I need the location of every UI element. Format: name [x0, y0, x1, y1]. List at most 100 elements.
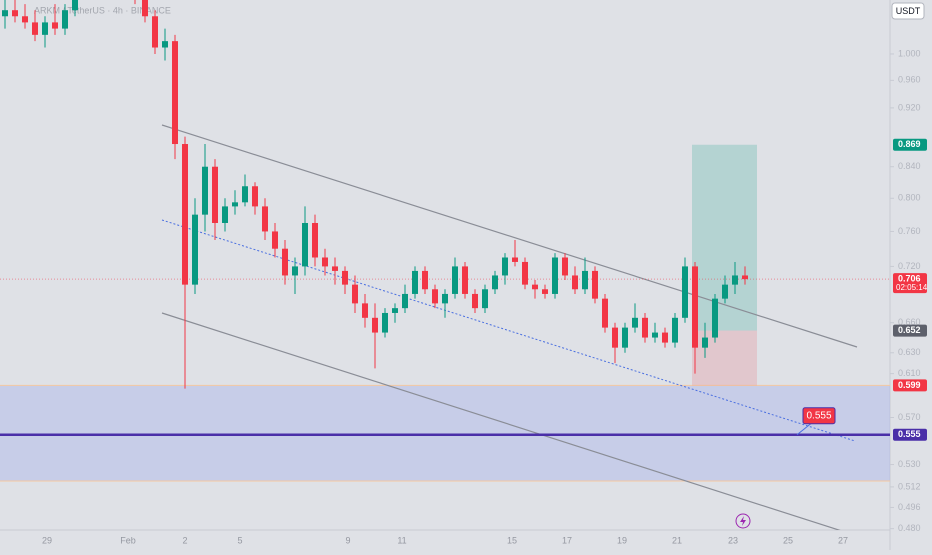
candle-body: [152, 16, 158, 48]
candle-body: [172, 41, 178, 145]
candle-body: [22, 16, 28, 23]
candle-body: [592, 270, 598, 299]
candle-body: [732, 275, 738, 285]
candle-body: [72, 0, 78, 11]
candle-body: [502, 257, 508, 276]
candle-body: [632, 317, 638, 328]
x-tick-label: 19: [617, 535, 627, 545]
candle-body: [452, 266, 458, 294]
y-tick-label: 0.610: [898, 368, 921, 378]
channel-lower: [161, 312, 841, 530]
candle-body: [212, 166, 218, 223]
y-tick-label: 0.630: [898, 347, 921, 357]
annotation-pointer: [796, 422, 813, 436]
candle-body: [712, 298, 718, 338]
candle-body: [412, 270, 418, 294]
y-tick-label: 0.840: [898, 161, 921, 171]
candle-body: [552, 257, 558, 294]
currency-button[interactable]: [891, 2, 925, 20]
y-tick-label: 0.480: [898, 523, 921, 533]
stop-zone: [692, 330, 757, 386]
candle-body: [372, 317, 378, 333]
price-tag: [893, 138, 927, 151]
price-tag: [893, 428, 927, 441]
y-tick-label: 1.000: [898, 48, 921, 58]
candle-body: [312, 222, 318, 258]
x-tick-label: 21: [672, 535, 682, 545]
event-bolt: [740, 516, 746, 526]
candle-body: [142, 0, 148, 17]
candle-body: [492, 275, 498, 290]
candle-body: [742, 275, 748, 280]
plot-area: [0, 0, 890, 530]
candle-body: [652, 332, 658, 338]
y-tick-label: 0.496: [898, 502, 921, 512]
candle-body: [52, 22, 58, 29]
candle-body: [362, 303, 368, 318]
x-tick-label: Feb: [120, 535, 136, 545]
candle-body: [572, 275, 578, 290]
y-tick-label: 0.720: [898, 261, 921, 271]
candle-body: [342, 270, 348, 285]
price-tag-label: 0.706: [898, 273, 921, 283]
channel-mid: [161, 219, 856, 442]
candle-body: [512, 257, 518, 262]
candle-body: [532, 284, 538, 290]
candle-body: [232, 202, 238, 207]
chart-title: ARKM / TetherUS · 4h · BINANCE: [34, 5, 171, 15]
x-tick-label: 27: [838, 535, 848, 545]
x-tick-label: 11: [397, 535, 406, 545]
x-tick-label: 5: [237, 535, 242, 545]
candle-body: [472, 293, 478, 309]
x-tick-label: 23: [728, 535, 738, 545]
countdown: 02:05:14: [896, 283, 928, 292]
price-tag-label: 0.869: [898, 139, 921, 149]
candle-body: [382, 312, 388, 333]
candle-body: [272, 231, 278, 249]
candle-body: [462, 266, 468, 294]
annotation-text: 0.555: [806, 410, 831, 421]
candle-body: [642, 317, 648, 338]
candle-body: [562, 257, 568, 276]
channel-upper: [161, 124, 858, 348]
currency-label: USDT: [896, 6, 921, 16]
y-tick-label: 0.920: [898, 102, 921, 112]
y-tick-label: 0.800: [898, 193, 921, 203]
x-tick-label: 9: [345, 535, 350, 545]
candle-body: [292, 266, 298, 276]
candle-body: [222, 206, 228, 223]
candle-body: [252, 186, 258, 207]
candle-body: [32, 22, 38, 35]
y-tick-label: 0.760: [898, 226, 921, 236]
candle-body: [702, 337, 708, 348]
x-tick-label: 15: [507, 535, 517, 545]
candle-body: [12, 10, 18, 17]
y-tick-label: 0.570: [898, 412, 921, 422]
candle-body: [282, 248, 288, 276]
y-tick-label: 0.660: [898, 317, 921, 327]
candle-body: [602, 298, 608, 328]
candle-body: [482, 289, 488, 309]
candle-body: [722, 284, 728, 299]
price-tag: [893, 324, 927, 337]
candle-body: [672, 317, 678, 343]
event-icon[interactable]: [735, 513, 751, 529]
candle-body: [332, 266, 338, 271]
candle-body: [2, 10, 8, 17]
axes: 1.000 0.960 0.920 0.840 0.800 0.760 0.720 0.660…: [42, 48, 921, 545]
price-tag-label: 0.652: [898, 325, 921, 335]
price-tag: [893, 273, 927, 294]
y-tick-label: 0.960: [898, 75, 921, 85]
candle-body: [522, 261, 528, 285]
x-tick-label: 17: [562, 535, 572, 545]
candle-body: [442, 293, 448, 304]
candle-body: [352, 284, 358, 304]
candle-body: [192, 214, 198, 285]
candle-body: [662, 332, 668, 343]
y-tick-label: 0.530: [898, 459, 921, 469]
price-tag: [893, 379, 927, 392]
candle-body: [622, 327, 628, 348]
candle-body: [402, 293, 408, 309]
annotation-box[interactable]: [802, 407, 836, 425]
